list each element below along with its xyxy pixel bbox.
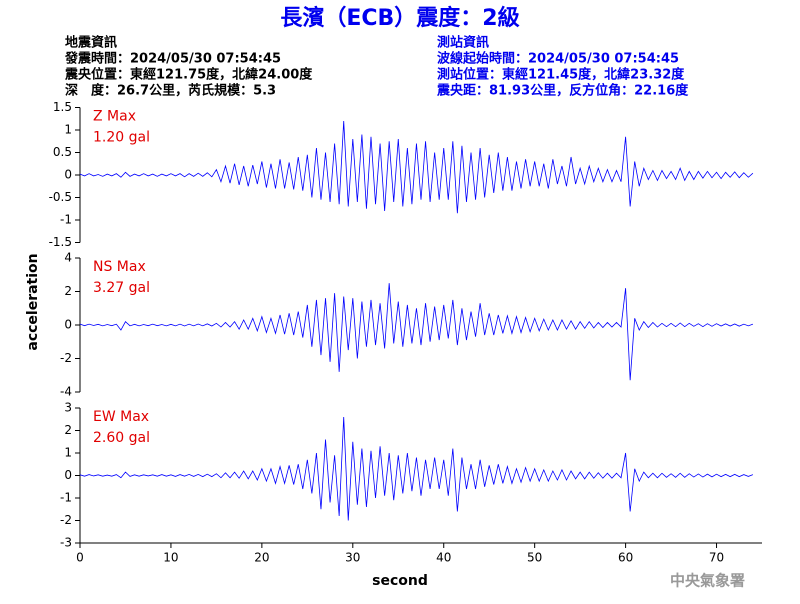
y-tick-label: 2: [64, 423, 72, 437]
annotation: 1.20 gal: [93, 130, 150, 146]
annotation: EW Max: [93, 409, 149, 425]
y-tick-label: -1: [60, 491, 72, 505]
y-tick-label: 0.5: [53, 145, 72, 159]
chart-title: 長濱（ECB）震度：2級: [280, 5, 519, 31]
y-tick-label: 0: [64, 318, 72, 332]
y-tick-label: -0.5: [49, 190, 72, 204]
waveform: [79, 283, 754, 381]
y-tick-label: 1: [64, 123, 72, 137]
y-tick-label: -2: [60, 513, 72, 527]
x-tick-label: 60: [618, 551, 633, 565]
waveform: [79, 120, 754, 214]
x-tick-label: 50: [527, 551, 542, 565]
x-tick-label: 30: [345, 551, 360, 565]
footer: 中央氣象署: [670, 572, 745, 590]
annotation: 2.60 gal: [93, 430, 150, 446]
y-tick-label: 1: [64, 446, 72, 460]
info-left: 發震時間：2024/05/30 07:54:45: [64, 51, 281, 67]
info-right: 震央距：81.93公里，反方位角：22.16度: [436, 83, 689, 99]
x-axis-label: second: [372, 573, 428, 589]
y-axis-label: acceleration: [25, 253, 41, 350]
x-tick-label: 20: [254, 551, 269, 565]
y-tick-label: -2: [60, 351, 72, 365]
annotation: NS Max: [93, 259, 146, 275]
info-right: 測站位置：東經121.45度，北緯23.32度: [437, 67, 685, 83]
y-tick-label: -1.5: [49, 235, 72, 249]
y-tick-label: 0: [64, 468, 72, 482]
y-tick-label: 3: [64, 401, 72, 415]
y-tick-label: -1: [60, 213, 72, 227]
y-tick-label: -3: [60, 536, 72, 550]
x-tick-label: 40: [436, 551, 451, 565]
y-tick-label: -4: [60, 385, 72, 399]
x-tick-label: 10: [163, 551, 178, 565]
y-tick-label: 1.5: [53, 100, 72, 114]
info-right: 測站資訊: [437, 35, 489, 51]
info-right: 波線起始時間：2024/05/30 07:54:45: [437, 51, 679, 67]
y-tick-label: 0: [64, 168, 72, 182]
info-left: 深 度：26.7公里，芮氏規模：5.3: [65, 83, 276, 99]
annotation: Z Max: [93, 109, 136, 125]
waveform: [79, 416, 754, 521]
info-left: 震央位置：東經121.75度，北緯24.00度: [64, 67, 313, 83]
x-tick-label: 0: [76, 551, 84, 565]
annotation: 3.27 gal: [93, 280, 150, 296]
y-tick-label: 4: [64, 251, 72, 265]
y-tick-label: 2: [64, 284, 72, 298]
info-left: 地震資訊: [65, 35, 117, 51]
x-tick-label: 70: [709, 551, 724, 565]
